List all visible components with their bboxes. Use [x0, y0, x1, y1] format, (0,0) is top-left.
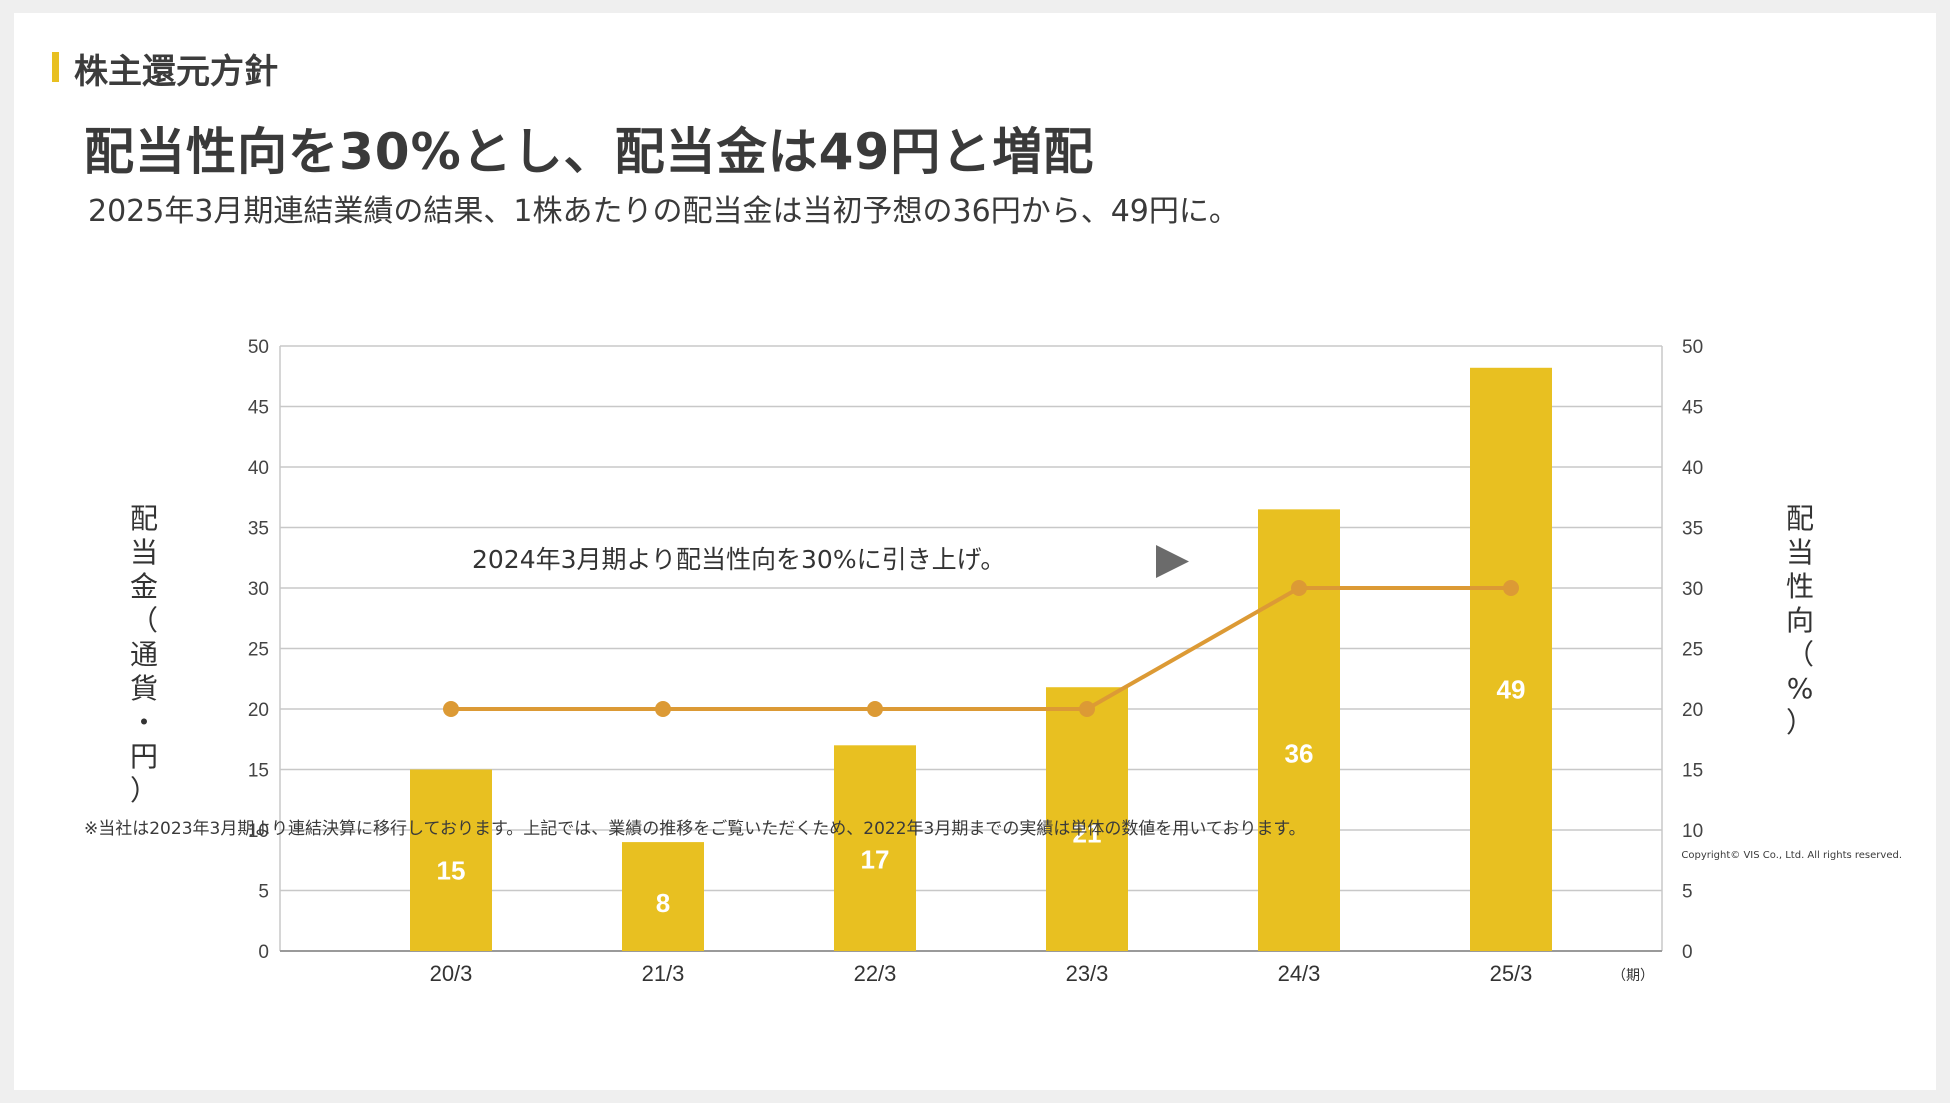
payout-ratio-point: [867, 701, 883, 717]
y-tick-left: 5: [258, 882, 269, 903]
slide: [14, 13, 1936, 1090]
grid-layer: [279, 345, 1663, 952]
payout-ratio-point: [1503, 580, 1519, 596]
bar-value-label: 15: [437, 855, 466, 885]
bar-25/3: [1470, 367, 1552, 951]
bar-20/3: [410, 769, 492, 951]
y-tick-left: 40: [248, 458, 269, 479]
section-title: 株主還元方針: [74, 52, 278, 92]
bar-layer: [410, 367, 1552, 951]
y-tick-right: 10: [1682, 821, 1703, 842]
bar-value-label: 36: [1285, 738, 1314, 768]
page-subheadline: 2025年3月期連結業績の結果、1株あたりの配当金は当初予想の36円から、49円…: [88, 194, 1239, 229]
annotation-arrow-icon: [1156, 545, 1189, 578]
x-tick-label: 22/3: [854, 961, 897, 986]
y-axis-title-right: 配当性向（%）: [1786, 502, 1814, 739]
y-tick-right: 25: [1682, 640, 1703, 661]
payout-ratio-point: [1291, 580, 1307, 596]
bar-22/3: [834, 745, 916, 951]
y-tick-left: 45: [248, 398, 269, 419]
y-tick-left: 30: [248, 579, 269, 600]
y-axis-title-left: 配当金（通貨・円）: [130, 502, 158, 807]
y-tick-left: 0: [258, 942, 269, 963]
y-tick-right: 40: [1682, 458, 1703, 479]
y-tick-right: 20: [1682, 700, 1703, 721]
bar-21/3: [622, 842, 704, 951]
page-headline: 配当性向を30%とし、配当金は49円と増配: [84, 123, 1095, 181]
bar-value-label: 8: [656, 888, 670, 918]
bar-value-label: 49: [1497, 675, 1526, 705]
payout-ratio-point: [655, 701, 671, 717]
x-tick-label: 20/3: [430, 961, 473, 986]
y-tick-left: 50: [248, 337, 269, 358]
y-tick-left: 35: [248, 519, 269, 540]
y-tick-left: 10: [248, 821, 269, 842]
y-tick-right: 30: [1682, 579, 1703, 600]
bar-23/3: [1046, 687, 1128, 951]
x-axis-unit: （期）: [1612, 968, 1654, 984]
bar-24/3: [1258, 509, 1340, 951]
x-tick-label: 23/3: [1066, 961, 1109, 986]
bar-value-label: 21: [1073, 818, 1102, 848]
x-tick-label: 24/3: [1278, 961, 1321, 986]
bar-value-label: 17: [861, 844, 890, 874]
y-tick-right: 15: [1682, 761, 1703, 782]
line-layer: [443, 580, 1519, 717]
annotation-text: 2024年3月期より配当性向を30%に引き上げ。: [472, 545, 1005, 574]
payout-ratio-line: [451, 586, 1511, 711]
footnote: ※当社は2023年3月期より連結決算に移行しております。上記では、業績の推移をご…: [84, 819, 1306, 839]
payout-ratio-point: [443, 701, 459, 717]
y-tick-left: 20: [248, 700, 269, 721]
x-tick-label: 21/3: [642, 961, 685, 986]
y-tick-right: 5: [1682, 882, 1693, 903]
x-tick-label: 25/3: [1490, 961, 1533, 986]
y-tick-left: 15: [248, 761, 269, 782]
section-accent-bar: [52, 52, 59, 82]
text-layer: 0 0 5 5 10 10 15 15 20 20 25 25 30 30 35 35 40 40 45 45 50 50…: [130, 337, 1814, 986]
y-tick-right: 45: [1682, 398, 1703, 419]
copyright: Copyright© VIS Co., Ltd. All rights rese…: [1681, 850, 1902, 861]
y-tick-right: 50: [1682, 337, 1703, 358]
y-tick-right: 35: [1682, 519, 1703, 540]
payout-ratio-point: [1079, 701, 1095, 717]
y-tick-left: 25: [248, 640, 269, 661]
y-tick-right: 0: [1682, 942, 1693, 963]
